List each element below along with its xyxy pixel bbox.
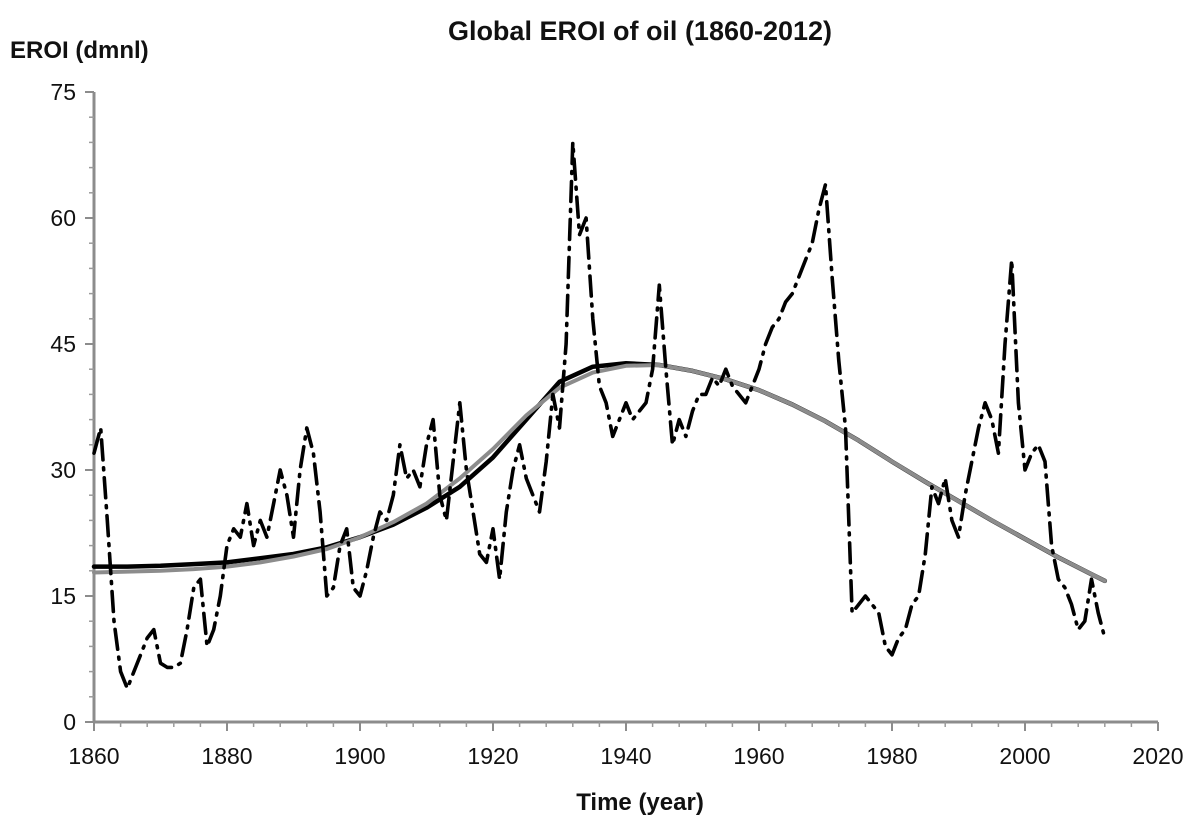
- tick-group: 0 15 30 45 60 75 1860 1880 1900 1920 1940 1960 1980 2…: [50, 79, 1183, 769]
- x-tick-label: 1880: [201, 743, 252, 769]
- chart-title: Global EROI of oil (1860-2012): [448, 16, 832, 46]
- x-tick-label: 2000: [999, 743, 1050, 769]
- y-tick-label: 15: [50, 583, 76, 609]
- y-axis-label: EROI (dmnl): [10, 37, 149, 64]
- y-tick-label: 60: [50, 205, 76, 231]
- x-tick-label: 1960: [733, 743, 784, 769]
- series-group: [91, 140, 1108, 691]
- x-tick-label: 2020: [1132, 743, 1183, 769]
- x-tick-label: 1920: [467, 743, 518, 769]
- x-axis-label: Time (year): [576, 789, 704, 816]
- y-tick-label: 45: [50, 331, 76, 357]
- y-tick-label: 75: [50, 79, 76, 105]
- x-tick-label: 1900: [334, 743, 385, 769]
- y-tick-label: 30: [50, 457, 76, 483]
- x-tick-label: 1980: [866, 743, 917, 769]
- series-line-fitted-trend-a: [91, 361, 1108, 584]
- series-line-fitted-trend-b: [92, 363, 1107, 583]
- x-tick-label: 1940: [600, 743, 651, 769]
- x-tick-label: 1860: [68, 743, 119, 769]
- y-tick-label: 0: [63, 709, 76, 735]
- series-line-annual-eroi: [92, 140, 1107, 691]
